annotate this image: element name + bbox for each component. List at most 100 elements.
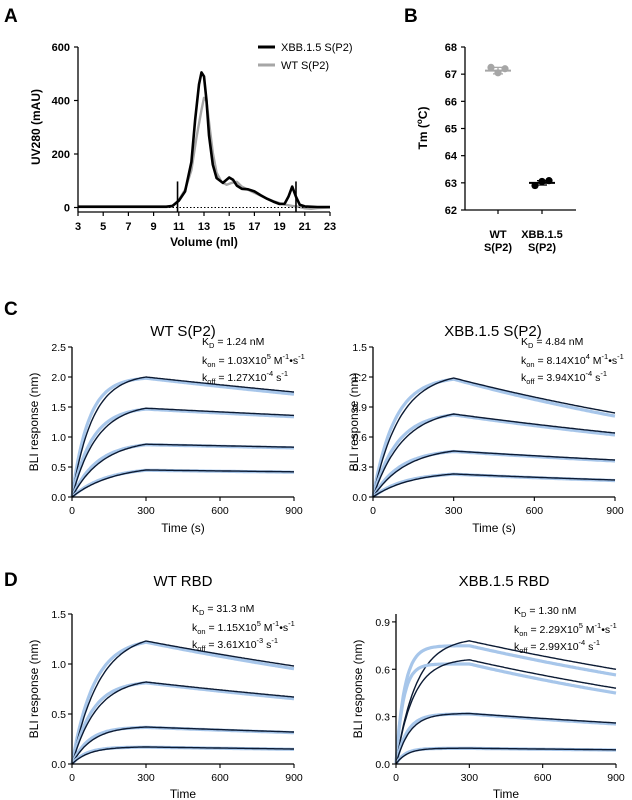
fit-curve-1: [372, 413, 616, 498]
chart-b-point: [531, 181, 539, 190]
kinetics-annotation: koff = 2.99X10-4 s-1: [514, 638, 600, 655]
chart-d-right: XBB.1.5 RBD 0 300 600 900 0.0 0.3 0.6 0.9 Time BLI…: [351, 573, 625, 800]
chart-b-point: [487, 63, 495, 71]
chart-title: XBB.1.5 S(P2): [444, 323, 542, 340]
series-line-xbb: [78, 71, 330, 209]
fit-curve-2: [372, 450, 616, 498]
ytick-label: 0.3: [375, 712, 390, 724]
xtick-label: 900: [285, 772, 303, 784]
chart-a-xtick-label: 21: [299, 221, 311, 233]
chart-b-ytick-label: 65: [445, 124, 457, 136]
chart-a-xtick-label: 5: [100, 221, 106, 233]
legend-label-xbb: XBB.1.5 S(P2): [281, 42, 353, 54]
chart-b-point: [494, 69, 502, 77]
ytick-label: 0.9: [352, 402, 367, 414]
chart-title: WT S(P2): [150, 323, 216, 340]
chart-b-ylabel-degree: o: [415, 119, 424, 124]
chart-a-ytick-label: 400: [52, 96, 70, 108]
xtick-label: 600: [534, 772, 552, 784]
xtick-label: 900: [607, 772, 625, 784]
chart-a-ytick-label: 600: [52, 42, 70, 54]
chart-b-ticks: 62 63 64 65 66 67 68: [445, 42, 543, 217]
ytick-label: 0.5: [51, 709, 66, 721]
fit-curve-1: [71, 407, 295, 498]
chart-b-ytick-label: 64: [445, 151, 458, 163]
fit-curve-3: [71, 469, 294, 498]
series-line-wt: [78, 96, 331, 211]
xtick-label: 300: [137, 772, 155, 784]
chart-b-ytick-label: 63: [445, 178, 457, 190]
raw-trace-1: [70, 681, 295, 765]
xtick-label: 0: [69, 505, 75, 517]
chart-a: 3 5 7 9 11 13 15 17 19 21 23 0 200 400 600 Volume (ml)…: [29, 42, 353, 249]
fit-curve-1: [71, 681, 295, 765]
fit-curve-0: [71, 640, 295, 765]
chart-c-left: WT S(P2) 0 300 600 900 0.0 0.5 1.0 1.5 2.0 2.5 Time…: [27, 323, 305, 535]
ytick-label: 2.5: [51, 342, 66, 354]
chart-b-point: [501, 65, 509, 73]
chart-b-ylabel: Tm (oC): [415, 107, 430, 150]
chart-b-ytick-label: 62: [445, 205, 457, 217]
fit-curve-0: [395, 640, 617, 765]
raw-trace-3: [394, 746, 617, 765]
chart-b-marks: [485, 63, 555, 190]
fit-curve-2: [71, 726, 294, 765]
chart-title: XBB.1.5 RBD: [459, 573, 550, 590]
panel-letter-a: A: [4, 6, 18, 27]
raw-trace-3: [371, 472, 616, 499]
ytick-label: 0.6: [375, 664, 390, 676]
panel-letter-c: C: [4, 299, 18, 320]
y-axis-label: BLI response (nm): [27, 640, 41, 739]
xtick-label: 0: [69, 772, 75, 784]
chart-a-xtick-label: 9: [151, 221, 157, 233]
raw-trace-0: [394, 644, 617, 765]
kinetics-annotation: kon = 1.15X105 M-1•s-1: [192, 619, 295, 636]
chart-b-cat-1-line2: S(P2): [528, 242, 556, 254]
ytick-label: 0.5: [51, 462, 66, 474]
raw-trace-0: [70, 376, 295, 498]
panel-letter-b: B: [404, 6, 418, 27]
chart-title: WT RBD: [154, 573, 213, 590]
ytick-label: 1.5: [352, 342, 367, 354]
kinetics-annotation: koff = 1.27X10-4 s-1: [202, 369, 288, 386]
fit-curve-2: [71, 443, 294, 498]
kinetics-annotation: KD = 31.3 nM: [192, 603, 254, 617]
chart-a-xtick-label: 17: [248, 221, 260, 233]
chart-a-xtick-label: 19: [273, 221, 285, 233]
chart-a-ylabel: UV280 (mAU): [29, 89, 43, 165]
y-axis-label: BLI response (nm): [27, 373, 41, 472]
raw-trace-0: [70, 640, 295, 765]
chart-b-ytick-label: 68: [445, 42, 457, 54]
x-axis-label: Time: [493, 787, 520, 800]
ytick-label: 1.0: [51, 659, 66, 671]
kinetics-annotation: kon = 1.03X105 M-1•s-1: [202, 352, 305, 369]
ytick-label: 0.3: [352, 462, 367, 474]
ytick-label: 0.0: [51, 759, 66, 771]
xtick-label: 600: [211, 505, 229, 517]
raw-trace-1: [394, 662, 617, 765]
xtick-label: 900: [606, 505, 624, 517]
y-axis-label: BLI response (nm): [351, 640, 365, 739]
chart-a-xlabel: Volume (ml): [170, 235, 238, 249]
chart-b-ylabel-c: C): [416, 107, 430, 120]
ytick-label: 1.0: [51, 432, 66, 444]
fit-curve-0: [71, 376, 295, 498]
x-axis-label: Time (s): [161, 521, 205, 535]
xtick-label: 600: [526, 505, 544, 517]
ytick-label: 1.2: [352, 372, 367, 384]
chart-b-cat-0-line2: S(P2): [484, 242, 512, 254]
chart-a-xtick-label: 15: [223, 221, 235, 233]
fit-curve-3: [71, 746, 294, 765]
chart-a-marks: [78, 71, 331, 212]
kinetics-annotation: KD = 4.84 nM: [521, 336, 583, 350]
chart-a-xtick-label: 23: [324, 221, 336, 233]
chart-a-ticks: 3 5 7 9 11 13 15 17 19 21 23 0 200 400 600: [52, 42, 336, 233]
chart-b-ytick-label: 66: [445, 96, 457, 108]
chart-a-xtick-label: 7: [125, 221, 131, 233]
chart-c-right: XBB.1.5 S(P2) 0 300 600 900 0.0 0.3 0.6 0.9 1.2 1.…: [347, 323, 624, 535]
chart-b-cat-1-line1: XBB.1.5: [521, 229, 563, 241]
fit-curve-3: [372, 473, 616, 498]
raw-trace-0: [371, 377, 616, 498]
